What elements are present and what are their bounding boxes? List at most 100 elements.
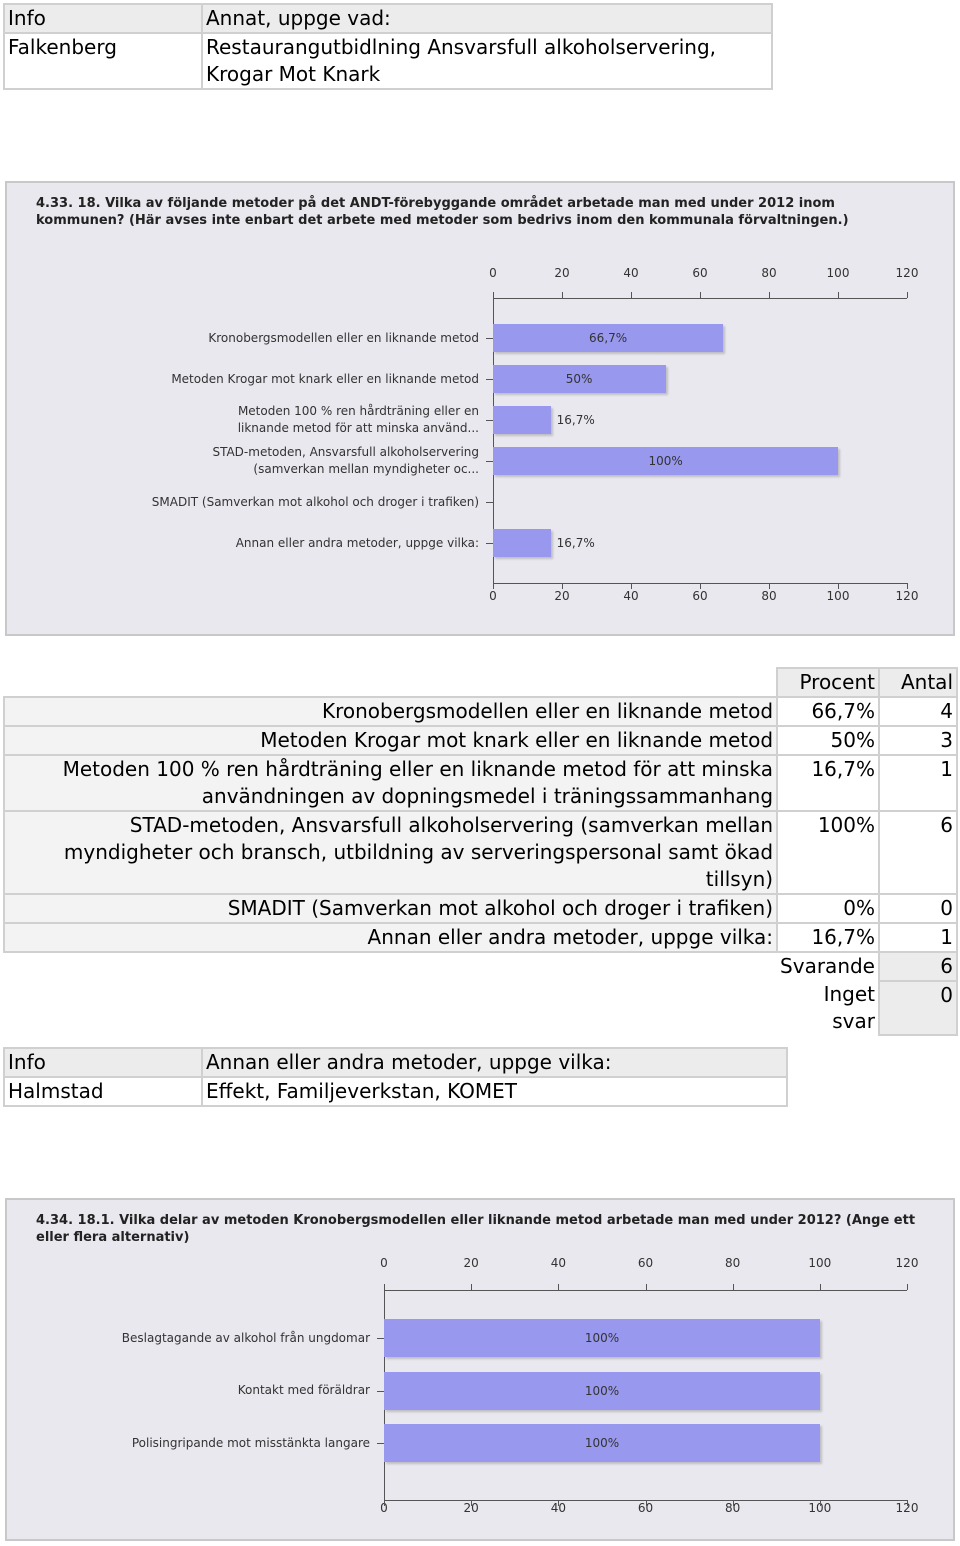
percent-cell: 66,7% [776, 696, 880, 727]
category-label: Kronobergsmodellen eller en liknande met… [208, 330, 479, 345]
x-tick-label: 40 [550, 1501, 566, 1515]
category-label: Polisingripande mot misstänkta langare [131, 1435, 370, 1450]
percent-cell: 16,7% [776, 922, 880, 953]
bar [493, 529, 551, 557]
tick-mark [907, 1284, 908, 1290]
x-tick-label: 20 [463, 1501, 479, 1515]
chart: 4.33. 18. Vilka av följande metoder på d… [5, 181, 955, 636]
tick-mark [493, 292, 494, 298]
axis-line [493, 298, 907, 299]
row: Annan eller andra metoder, uppge vilka: 1… [2, 922, 958, 953]
x-tick-label: 120 [895, 266, 919, 280]
value-label: 66,7% [589, 331, 628, 345]
value-label: 100% [584, 1331, 620, 1345]
x-tick-label: 20 [554, 589, 570, 603]
x-tick-label: 20 [554, 266, 570, 280]
category-tick [486, 420, 493, 421]
row: Kronobergsmodellen eller en liknande met… [2, 696, 958, 727]
tick-mark [732, 1284, 734, 1290]
row: Metoden Krogar mot knark eller en liknan… [2, 725, 958, 756]
percent-cell: 50% [776, 725, 880, 756]
category-label: Kontakt med föräldrar [237, 1383, 370, 1397]
category-tick [377, 1338, 384, 1339]
count-cell: 4 [878, 696, 958, 727]
tick-mark [645, 1500, 647, 1506]
tick-mark [907, 1500, 908, 1506]
summary-count: 6 [878, 951, 958, 982]
axis-line [493, 298, 494, 583]
chart-title: 4.33. 18. Vilka av följande metoder på d… [36, 196, 849, 228]
label-cell: SMADIT (Samverkan mot alkohol och droger… [2, 893, 779, 924]
tick-mark [819, 1284, 821, 1290]
category-tick [486, 461, 493, 462]
x-tick-label: 40 [623, 589, 639, 603]
results-table: Procent Antal Kronobergsmodellen eller e… [2, 667, 958, 1036]
tick-mark [558, 1284, 560, 1290]
x-tick-label: 0 [380, 1256, 388, 1270]
tick-mark [769, 292, 770, 298]
tick-mark [819, 1500, 821, 1506]
bar [493, 406, 551, 434]
x-tick-label: 120 [895, 1256, 919, 1270]
row: Metoden 100 % ren hårdträning eller en l… [2, 754, 958, 812]
tick-mark [769, 583, 770, 589]
x-tick-label: 40 [550, 1256, 566, 1270]
cell: Annan eller andra metoder, uppge vilka: [201, 1047, 788, 1078]
tick-mark [631, 583, 632, 589]
cell: Info [3, 3, 203, 34]
tick-mark [384, 1284, 385, 1290]
count-cell: 1 [878, 754, 958, 812]
tick-mark [645, 1284, 647, 1290]
tick-mark [700, 292, 701, 298]
category-label: Metoden 100 % ren hårdträning eller en l… [237, 404, 479, 435]
value-label: 50% [565, 372, 593, 386]
category-tick [377, 1390, 384, 1392]
bar [493, 447, 838, 475]
x-tick-label: 60 [692, 589, 708, 603]
bar [493, 365, 666, 393]
count-cell: 3 [878, 725, 958, 756]
x-tick-label: 0 [380, 1501, 388, 1515]
cell: Restaurangutbidlning Ansvarsfull alkohol… [201, 32, 773, 90]
label-cell: STAD-metoden, Ansvarsfull alkoholserveri… [2, 810, 779, 895]
x-tick-label: 80 [725, 1256, 741, 1270]
percent-cell: 100% [776, 810, 880, 895]
summary-label: Svarande [780, 954, 875, 978]
axis-line [384, 1290, 907, 1291]
category-tick [486, 379, 493, 380]
x-tick-label: 100 [808, 1501, 832, 1515]
label-cell: Annan eller andra metoder, uppge vilka: [2, 922, 779, 953]
percent-cell: 16,7% [776, 754, 880, 812]
count-cell: 6 [878, 810, 958, 895]
tick-mark [732, 1500, 734, 1506]
summary-row: Svarande 6 [4, 951, 958, 982]
tick-mark [838, 583, 839, 589]
x-tick-label: 60 [637, 1501, 654, 1515]
row: STAD-metoden, Ansvarsfull alkoholserveri… [2, 810, 958, 895]
cell: Annat, uppge vad: [201, 3, 773, 34]
x-tick-label: 80 [761, 266, 777, 280]
category-tick [486, 543, 493, 544]
value-label: 16,7% [556, 536, 595, 550]
count-cell: 0 [878, 893, 958, 924]
empty-cell [4, 981, 777, 1035]
summary-row: Inget svar 0 [4, 980, 958, 1036]
row: SMADIT (Samverkan mot alkohol och droger… [2, 893, 958, 924]
header-cell: Antal [878, 667, 958, 698]
category-label: Metoden Krogar mot knark eller en liknan… [171, 371, 479, 386]
value-label: 100% [584, 1436, 620, 1450]
bar [493, 324, 724, 352]
summary-label: Inget svar [823, 982, 875, 1033]
x-tick-label: 120 [895, 589, 919, 603]
tick-mark [907, 292, 908, 298]
x-tick-label: 100 [826, 589, 850, 603]
empty-cell [4, 952, 777, 981]
bar [384, 1319, 820, 1357]
empty-cell [4, 668, 777, 697]
x-tick-label: 60 [637, 1256, 654, 1270]
tick-mark [562, 292, 563, 298]
value-label: 100% [584, 1383, 620, 1398]
bar [384, 1424, 820, 1462]
x-tick-label: 100 [826, 266, 850, 280]
